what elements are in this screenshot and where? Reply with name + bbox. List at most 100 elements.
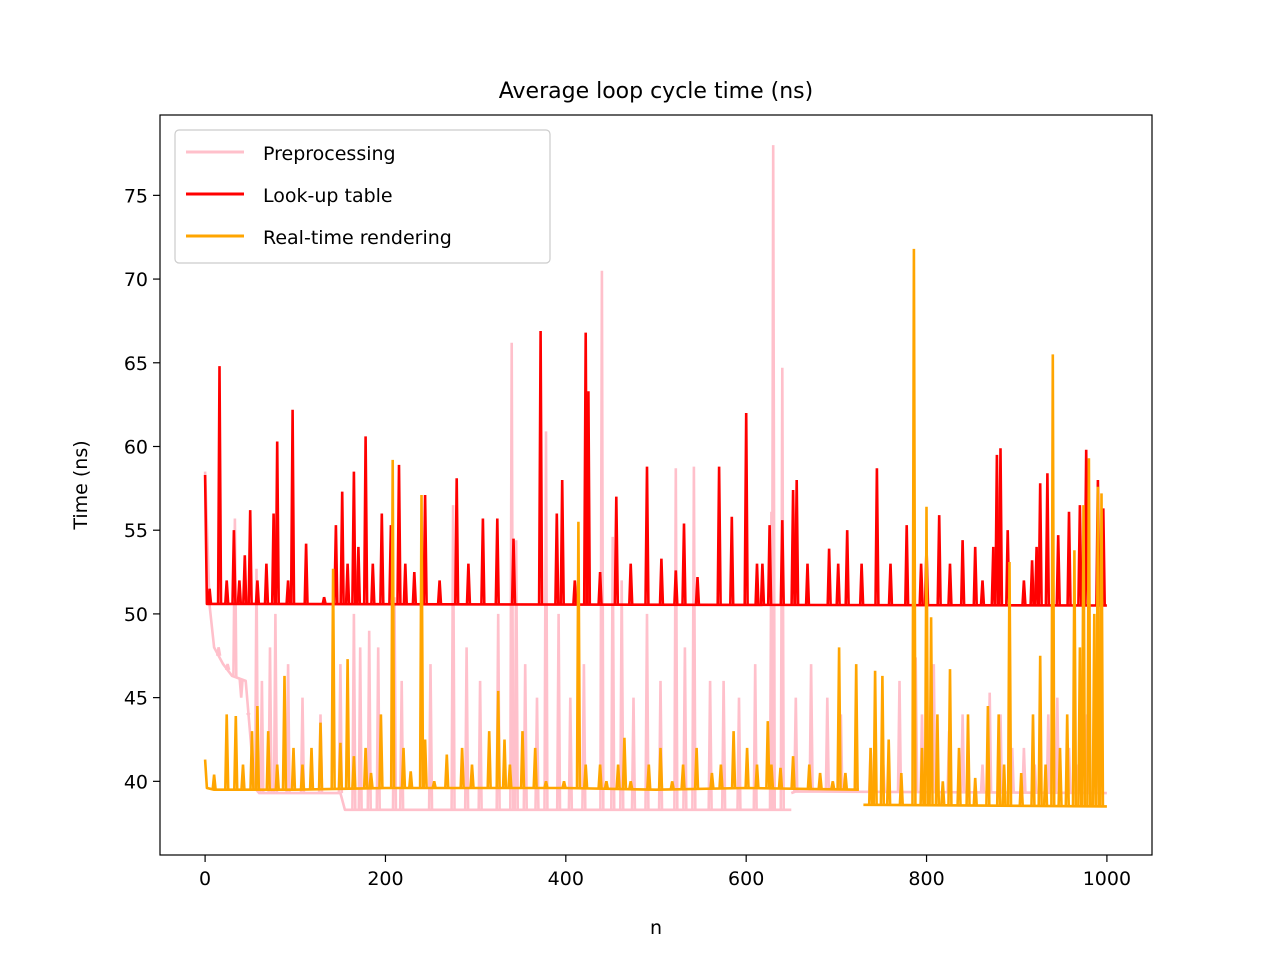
series-spike: [507, 764, 513, 789]
series-spike: [1057, 747, 1063, 807]
series-spike: [582, 764, 589, 789]
y-tick-label: 75: [124, 185, 148, 207]
series-spike: [469, 764, 475, 789]
series-spike: [752, 664, 758, 810]
series-spike: [224, 663, 231, 671]
series-spike: [956, 747, 962, 806]
series-spike: [585, 391, 592, 605]
series-spike: [644, 613, 650, 810]
series-spike: [495, 690, 501, 789]
series-spike: [396, 464, 402, 605]
series-spike: [450, 505, 456, 810]
legend-label-look-up-table: Look-up table: [263, 185, 393, 207]
series-spike: [351, 471, 357, 605]
series-spike: [206, 588, 213, 605]
series-spike: [402, 563, 408, 605]
series-spike: [408, 771, 414, 789]
x-axis: 0 200 400 600 800 1000: [199, 855, 1131, 890]
series-spike: [779, 367, 786, 810]
series-spike: [459, 747, 465, 789]
y-tick-label: 65: [124, 353, 148, 375]
series-spike: [1091, 613, 1097, 807]
series-spike: [1033, 546, 1040, 606]
series-spike: [1050, 354, 1056, 807]
series-spike: [215, 647, 222, 657]
series-spike: [508, 342, 515, 810]
series-spike: [628, 563, 634, 605]
series-spike: [431, 781, 437, 789]
series-spike: [1037, 483, 1043, 606]
series-spike: [355, 546, 362, 605]
series-spike: [1030, 714, 1036, 806]
series-spike: [936, 515, 942, 606]
x-tick-label: 600: [728, 868, 764, 890]
series-spike: [824, 697, 831, 792]
series-spike: [680, 764, 686, 790]
series-layer: [203, 145, 1107, 812]
x-tick-label: 200: [367, 868, 403, 890]
series-spike: [299, 764, 306, 790]
series-spike: [830, 781, 836, 790]
series-spike: [1064, 714, 1070, 807]
series-spike: [959, 540, 966, 606]
series-spike: [411, 572, 418, 605]
x-tick-label: 0: [199, 868, 211, 890]
series-spike: [532, 747, 538, 789]
series-spike: [743, 412, 749, 605]
series-spike: [1098, 493, 1105, 807]
series-spike: [572, 580, 578, 605]
legend-box: [174, 129, 551, 264]
series-spike: [1018, 772, 1024, 806]
series-spike: [1029, 560, 1035, 606]
series-spike: [985, 705, 991, 806]
series-spike: [599, 270, 605, 810]
series-spike: [290, 747, 297, 790]
series-spike: [965, 714, 971, 806]
series-spike: [249, 731, 255, 790]
series-spike: [1077, 647, 1083, 807]
series-spike: [790, 489, 796, 606]
series-spike: [236, 580, 243, 604]
series-spike: [972, 546, 978, 606]
series-spike: [351, 613, 357, 810]
series-spike: [480, 518, 486, 605]
series-spike: [422, 739, 428, 789]
series-real-time-rendering: [203, 248, 1107, 808]
series-spike: [940, 781, 946, 806]
series-spike: [362, 747, 369, 789]
series-spike: [233, 715, 239, 790]
series-spike: [610, 536, 616, 810]
series-spike: [754, 764, 760, 789]
series-spike: [454, 478, 460, 605]
series-spike: [351, 756, 357, 789]
series-spike: [1055, 535, 1061, 606]
series-spike: [303, 543, 309, 605]
series-spike: [270, 513, 277, 605]
series-spike: [630, 697, 637, 810]
series-spike: [835, 563, 841, 606]
series-spike: [744, 747, 750, 789]
series-spike: [644, 466, 650, 605]
series-spike: [959, 714, 966, 793]
series-spike: [979, 764, 986, 793]
series-spike: [537, 330, 544, 605]
series-spike: [1095, 486, 1101, 807]
series-spike: [272, 613, 279, 794]
x-tick-label: 800: [908, 868, 944, 890]
series-spike: [720, 680, 727, 810]
series-spike: [673, 468, 679, 810]
series-spike: [422, 494, 428, 605]
series-spike: [898, 772, 904, 806]
series-spike: [613, 496, 620, 605]
series-spike: [874, 468, 880, 606]
series-spike: [1037, 655, 1043, 807]
series-spike: [224, 580, 230, 604]
series-spike: [673, 570, 679, 605]
series-spike: [904, 525, 910, 606]
series-spike: [972, 777, 978, 806]
series-spike: [779, 520, 785, 605]
series-spike: [766, 525, 773, 605]
series-spike: [368, 772, 374, 789]
series-spike: [768, 764, 775, 789]
